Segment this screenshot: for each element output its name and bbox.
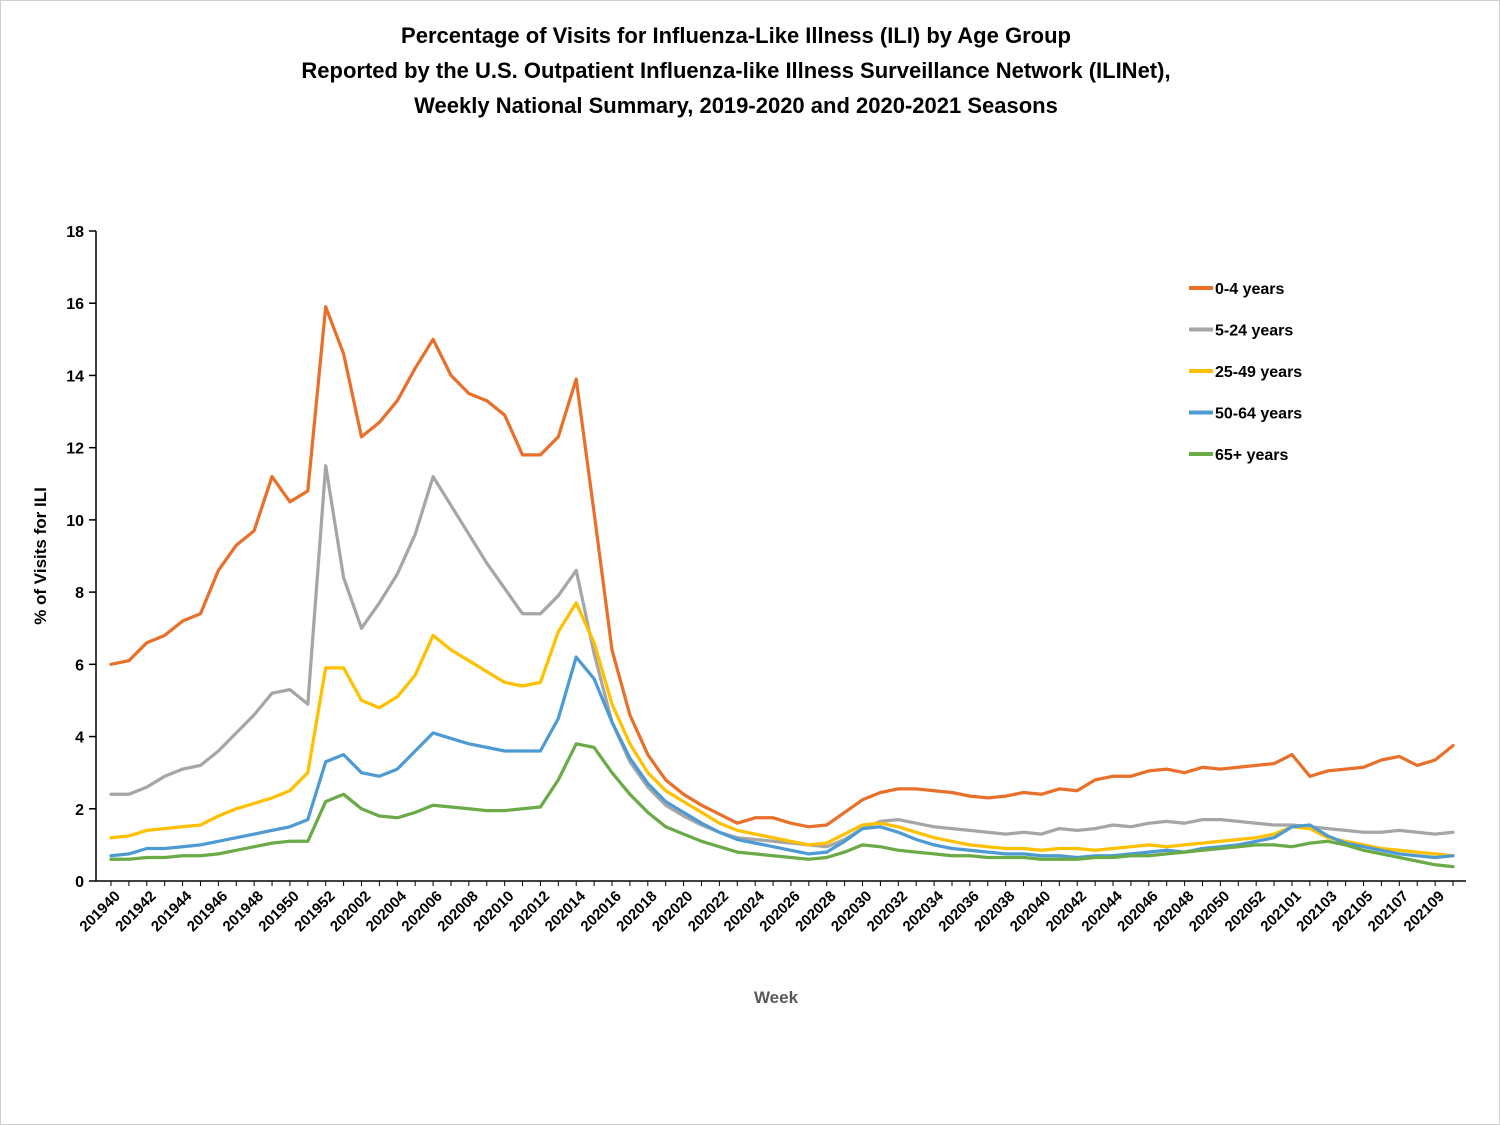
y-tick-label: 14: [66, 368, 84, 385]
series-line-5-24-years: [109, 464, 1455, 849]
legend-label: 50-64 years: [1215, 406, 1302, 423]
y-tick-label: 16: [66, 296, 84, 313]
series-line-25-49-years: [109, 601, 1455, 858]
legend-label: 25-49 years: [1215, 364, 1302, 381]
y-tick-label: 6: [75, 657, 84, 674]
series-line-0-4-years: [109, 305, 1455, 829]
series-line-50-64-years: [109, 655, 1455, 860]
y-tick-label: 0: [75, 874, 84, 891]
chart-title-line-2: Reported by the U.S. Outpatient Influenz…: [301, 58, 1170, 83]
y-tick-label: 4: [75, 730, 84, 747]
y-tick-label: 2: [75, 802, 84, 819]
chart-legend: 0-4 years 5-24 years 25-49 years 50-64 year…: [1189, 281, 1302, 464]
chart-title-line-1: Percentage of Visits for Influenza-Like …: [401, 23, 1071, 48]
legend-label: 65+ years: [1215, 447, 1289, 464]
chart-title-line-3: Weekly National Summary, 2019-2020 and 2…: [414, 93, 1058, 118]
legend-item: 65+ years: [1189, 447, 1289, 464]
y-axis-title: % of Visits for ILI: [31, 487, 50, 625]
y-tick-label: 8: [75, 585, 84, 602]
legend-item: 0-4 years: [1189, 281, 1284, 298]
x-tick-label: 202109: [1401, 888, 1448, 935]
legend-label: 0-4 years: [1215, 281, 1284, 298]
y-tick-label: 12: [66, 441, 84, 458]
y-tick-label: 18: [66, 224, 84, 241]
x-axis-title: Week: [754, 988, 799, 1007]
legend-item: 5-24 years: [1189, 323, 1293, 340]
series-line-65-years: [109, 742, 1455, 869]
legend-item: 25-49 years: [1189, 364, 1302, 381]
legend-label: 5-24 years: [1215, 323, 1293, 340]
legend-item: 50-64 years: [1189, 406, 1302, 423]
y-tick-label: 10: [66, 513, 84, 530]
